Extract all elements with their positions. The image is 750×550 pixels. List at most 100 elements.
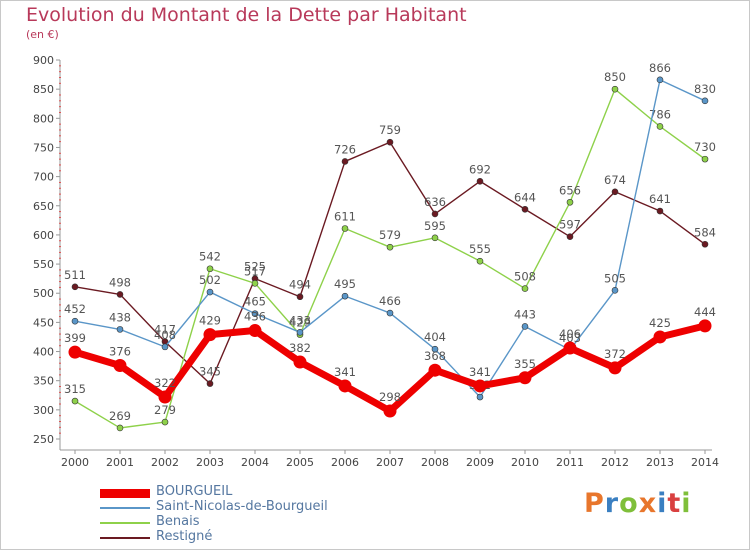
data-point <box>386 309 394 317</box>
data-point <box>251 280 259 287</box>
x-tick-label: 2012 <box>601 456 629 469</box>
y-tick-label: 250 <box>33 433 54 446</box>
data-label: 341 <box>469 365 491 379</box>
logo-letter: P <box>584 488 605 519</box>
x-tick-label: 2001 <box>106 456 134 469</box>
data-point <box>653 330 667 344</box>
data-point <box>431 234 439 242</box>
x-tick-label: 2014 <box>691 456 719 469</box>
data-label: 406 <box>559 327 581 341</box>
data-label: 298 <box>379 390 401 404</box>
data-point <box>383 404 397 418</box>
data-label: 726 <box>334 142 356 156</box>
data-point <box>206 380 214 387</box>
data-label: 399 <box>64 331 86 345</box>
data-point <box>521 205 529 213</box>
legend-label: BOURGUEIL <box>156 484 233 499</box>
data-label: 404 <box>424 330 446 344</box>
data-label: 692 <box>469 162 491 176</box>
data-label: 429 <box>199 314 221 328</box>
data-point <box>701 155 709 163</box>
y-tick-label: 550 <box>33 258 54 271</box>
data-point <box>158 390 172 404</box>
data-point <box>476 177 484 185</box>
x-tick-label: 2013 <box>646 456 674 469</box>
data-label: 355 <box>514 357 536 371</box>
x-tick-label: 2005 <box>286 456 314 469</box>
legend-swatch <box>100 537 150 539</box>
y-tick-label: 400 <box>33 346 54 359</box>
data-point <box>431 210 439 218</box>
data-label: 505 <box>604 271 626 285</box>
data-label: 498 <box>109 275 131 289</box>
chart-title: Evolution du Montant de la Dette par Hab… <box>26 4 467 26</box>
data-point <box>386 138 394 146</box>
logo-letter: i <box>681 488 692 519</box>
data-point <box>203 328 217 342</box>
x-tick-label: 2006 <box>331 456 359 469</box>
x-tick-label: 2004 <box>241 456 269 469</box>
data-label: 279 <box>154 403 176 417</box>
data-label: 465 <box>244 295 266 309</box>
data-point <box>296 328 304 336</box>
y-tick-label: 500 <box>33 287 54 300</box>
data-point <box>656 207 664 215</box>
logo-letter: o <box>619 488 639 519</box>
data-label: 408 <box>154 328 176 342</box>
data-label: 850 <box>604 70 626 84</box>
data-label: 830 <box>694 82 716 96</box>
data-point <box>71 397 79 405</box>
y-tick-label: 350 <box>33 375 54 388</box>
data-label: 417 <box>154 323 176 337</box>
data-label: 584 <box>694 225 716 239</box>
data-label: 502 <box>199 273 221 287</box>
y-tick-label: 850 <box>33 83 54 96</box>
data-label: 641 <box>649 192 671 206</box>
y-tick-label: 700 <box>33 171 54 184</box>
data-label: 322 <box>154 376 176 390</box>
data-label: 611 <box>334 210 356 224</box>
data-point <box>113 359 127 373</box>
data-point <box>608 361 622 375</box>
proxiti-logo: Proxiti <box>584 488 692 519</box>
data-label: 494 <box>289 278 311 292</box>
logo-letter: t <box>667 488 682 519</box>
data-label: 511 <box>64 268 86 282</box>
data-point <box>566 233 574 240</box>
data-point <box>431 345 439 353</box>
data-label: 452 <box>64 302 86 316</box>
data-label: 269 <box>109 409 131 423</box>
data-point <box>341 158 349 165</box>
data-label: 372 <box>604 347 626 361</box>
data-point <box>296 293 304 301</box>
data-point <box>521 323 529 330</box>
y-tick-label: 800 <box>33 112 54 125</box>
data-label: 542 <box>199 250 221 264</box>
legend-swatch <box>100 488 150 498</box>
data-point <box>386 243 394 251</box>
data-point <box>473 379 487 393</box>
y-tick-label: 450 <box>33 316 54 329</box>
x-tick-label: 2003 <box>196 456 224 469</box>
x-tick-label: 2002 <box>151 456 179 469</box>
legend-swatch <box>100 507 150 509</box>
y-tick-label: 300 <box>33 404 54 417</box>
y-tick-label: 600 <box>33 229 54 242</box>
data-point <box>68 345 82 359</box>
x-tick-label: 2010 <box>511 456 539 469</box>
data-label: 429 <box>289 316 311 330</box>
data-point <box>611 287 619 294</box>
data-point <box>206 265 214 273</box>
data-point <box>341 292 349 300</box>
data-point <box>698 319 712 333</box>
data-label: 382 <box>289 341 311 355</box>
data-label: 508 <box>514 270 536 284</box>
data-label: 495 <box>334 277 356 291</box>
data-label: 403 <box>559 331 581 345</box>
data-point <box>161 418 169 426</box>
data-label: 595 <box>424 219 446 233</box>
logo-letter: x <box>638 488 658 519</box>
data-label: 517 <box>244 264 266 278</box>
y-tick-label: 650 <box>33 200 54 213</box>
